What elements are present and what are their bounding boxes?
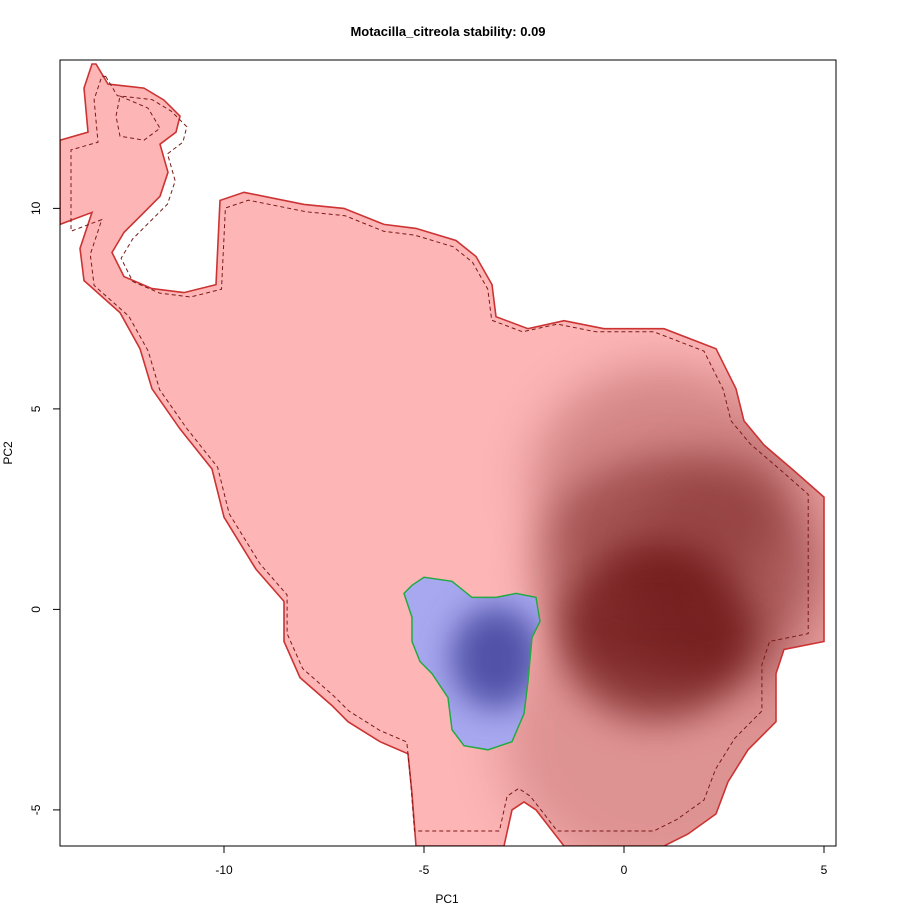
x-tick-label: -10 (215, 863, 233, 877)
x-tick-label: 0 (621, 863, 628, 877)
background-hotspot-5 (632, 445, 824, 693)
x-axis-label: PC1 (435, 892, 459, 906)
y-tick-label: 10 (29, 201, 43, 215)
x-tick-label: -5 (419, 863, 430, 877)
background-hotspot-3 (532, 366, 796, 596)
background-hotspot-2 (535, 454, 817, 684)
background-range-outline (60, 63, 825, 846)
y-axis-label: PC2 (1, 441, 15, 465)
y-axis: -5 0 5 10 (29, 201, 61, 815)
plot-area (60, 63, 825, 846)
focal-range-outline (403, 576, 541, 751)
x-tick-label: 5 (821, 863, 828, 877)
y-tick-label: 5 (29, 405, 43, 412)
y-tick-label: -5 (29, 804, 43, 815)
background-range-inner-contour (115, 95, 161, 141)
focal-hotspot-1 (451, 606, 540, 709)
focal-hotspots (451, 606, 540, 709)
background-hotspots (501, 366, 824, 846)
chart-title: Motacilla_citreola stability: 0.09 (350, 24, 545, 39)
x-axis: -10 -5 0 5 (215, 845, 828, 877)
background-range-contour (70, 75, 809, 832)
background-hotspot-1 (559, 545, 753, 722)
background-density-layer (60, 64, 824, 846)
y-tick-label: 0 (29, 606, 43, 613)
